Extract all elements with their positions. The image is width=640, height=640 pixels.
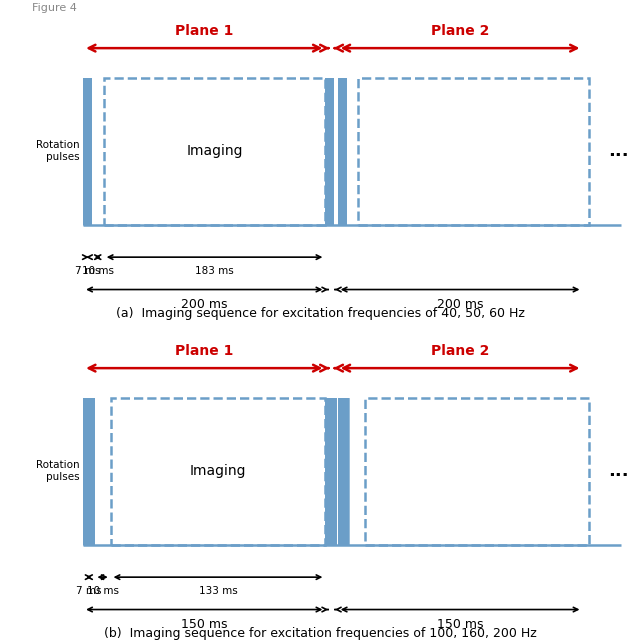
Text: Plane 2: Plane 2 — [431, 344, 490, 358]
Text: 150 ms: 150 ms — [181, 618, 227, 632]
Text: Plane 1: Plane 1 — [175, 344, 234, 358]
Text: 150 ms: 150 ms — [437, 618, 483, 632]
Text: (b)  Imaging sequence for excitation frequencies of 100, 160, 200 Hz: (b) Imaging sequence for excitation freq… — [104, 627, 536, 640]
Text: ...: ... — [608, 462, 628, 480]
Text: 200 ms: 200 ms — [437, 298, 483, 312]
Text: (a)  Imaging sequence for excitation frequencies of 40, 50, 60 Hz: (a) Imaging sequence for excitation freq… — [116, 307, 524, 320]
Text: Imaging: Imaging — [186, 144, 243, 158]
Text: 10 ms: 10 ms — [82, 266, 114, 276]
Text: Plane 1: Plane 1 — [175, 24, 234, 38]
Text: 200 ms: 200 ms — [181, 298, 227, 312]
Text: Rotation
pulses: Rotation pulses — [36, 140, 80, 163]
Text: 7 ms: 7 ms — [75, 266, 100, 276]
Text: Imaging: Imaging — [189, 464, 246, 478]
Text: 183 ms: 183 ms — [195, 266, 234, 276]
Text: Figure 4: Figure 4 — [32, 3, 77, 13]
Text: 10 ms: 10 ms — [86, 586, 118, 596]
Text: Plane 2: Plane 2 — [431, 24, 490, 38]
Text: Rotation
pulses: Rotation pulses — [36, 460, 80, 483]
Text: 7 ms: 7 ms — [76, 586, 102, 596]
Text: 133 ms: 133 ms — [198, 586, 237, 596]
Text: ...: ... — [608, 142, 628, 160]
